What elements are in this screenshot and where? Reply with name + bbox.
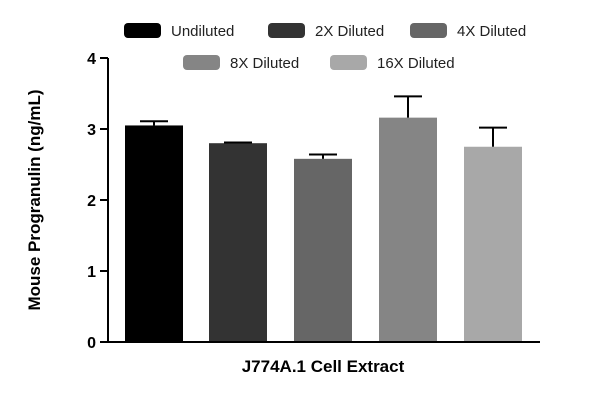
legend-item-1: Undiluted [124,23,234,40]
bar-2 [209,143,267,342]
legend-label: 16X Diluted [377,55,455,72]
legend-swatch [183,55,220,70]
axes-group: 0 1 2 3 4 [87,51,540,352]
y-tick-label: 4 [87,51,96,68]
legend-item-3: 4X Diluted [410,23,526,40]
legend-swatch [268,23,305,38]
y-tick-label: 1 [87,264,96,281]
y-tick-label: 3 [87,122,96,139]
legend: Undiluted 2X Diluted 4X Diluted 8X Diluted 1… [124,23,526,72]
y-axis-title: Mouse Progranulin (ng/mL) [25,90,44,311]
legend-swatch [410,23,447,38]
bar-4 [379,117,437,342]
legend-item-4: 8X Diluted [183,55,299,72]
y-tick-label: 0 [87,335,96,352]
bar-3 [294,158,352,342]
legend-swatch [124,23,161,38]
legend-label: 8X Diluted [230,55,299,72]
legend-label: 4X Diluted [457,23,526,40]
x-axis-title: J774A.1 Cell Extract [242,357,405,376]
legend-item-5: 16X Diluted [330,55,455,72]
bar-1 [125,125,183,342]
y-tick-label: 2 [87,193,96,210]
bars-group [125,95,522,342]
bar-5 [464,146,522,342]
legend-item-2: 2X Diluted [268,23,384,40]
legend-label: Undiluted [171,23,234,40]
legend-label: 2X Diluted [315,23,384,40]
legend-swatch [330,55,367,70]
